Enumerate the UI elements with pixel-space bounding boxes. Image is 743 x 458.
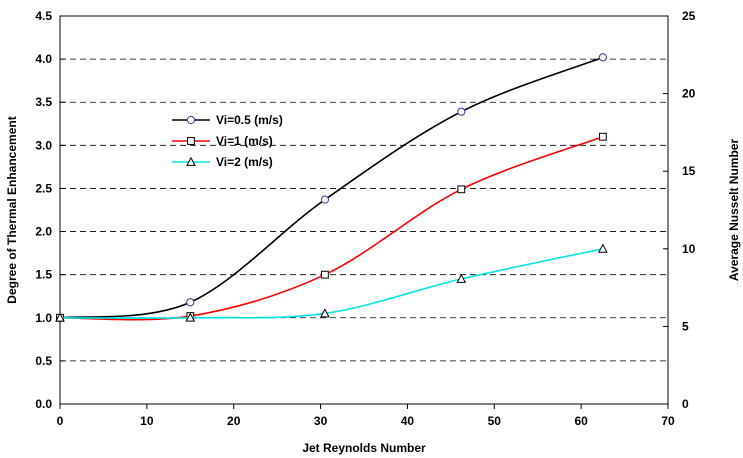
series-1 xyxy=(55,53,607,322)
data-point xyxy=(457,185,466,194)
y2-tick-label: 25 xyxy=(682,9,696,23)
legend: Vi=0.5 (m/s) Vi=1 (m/s) Vi=2 (m/s) xyxy=(172,113,283,169)
legend-label: Vi=1 (m/s) xyxy=(216,134,273,148)
x-tick-label: 60 xyxy=(574,414,588,428)
data-point xyxy=(320,195,330,204)
legend-item: Vi=2 (m/s) xyxy=(172,155,273,169)
y-tick-label: 4.5 xyxy=(35,9,52,23)
series-line xyxy=(59,56,604,319)
y-tick-label: 0.0 xyxy=(35,397,52,411)
plot-area xyxy=(59,15,669,405)
x-tick-label: 40 xyxy=(401,414,415,428)
data-point xyxy=(186,156,196,166)
y2-tick-label: 0 xyxy=(682,397,689,411)
y-tick-label: 1.5 xyxy=(35,268,52,282)
series-3 xyxy=(55,243,608,322)
series-line xyxy=(59,135,604,321)
data-point xyxy=(598,53,607,62)
x-tick-label: 30 xyxy=(314,414,328,428)
y-tick-label: 4.0 xyxy=(35,52,52,66)
x-tick-label: 10 xyxy=(140,414,154,428)
series-2 xyxy=(56,132,607,322)
data-point xyxy=(598,243,608,253)
y-tick-label: 1.0 xyxy=(35,311,52,325)
legend-item: Vi=1 (m/s) xyxy=(172,134,273,148)
data-point xyxy=(320,308,330,318)
y-tick-label: 2.0 xyxy=(35,225,52,239)
axes: 0.0 0.5 1.0 1.5 2.0 2.5 3.0 3.5 4.0 4.5 0 5 10 15 20 25… xyxy=(35,9,695,428)
y2-tick-label: 10 xyxy=(682,242,696,256)
y2-tick-label: 15 xyxy=(682,164,696,178)
data-point xyxy=(321,270,329,279)
y2-tick-label: 20 xyxy=(682,87,696,101)
data-point xyxy=(456,273,467,283)
data-point xyxy=(457,107,466,116)
legend-label: Vi=0.5 (m/s) xyxy=(216,113,283,127)
x-tick-label: 0 xyxy=(57,414,64,428)
y-tick-label: 3.0 xyxy=(35,138,52,152)
y-tick-label: 3.5 xyxy=(35,95,52,109)
data-point xyxy=(186,115,196,125)
grid xyxy=(60,58,668,362)
x-tick-label: 70 xyxy=(661,414,675,428)
x-axis-title: Jet Reynolds Number xyxy=(302,441,426,455)
data-point xyxy=(55,312,65,322)
x-tick-label: 20 xyxy=(227,414,241,428)
series xyxy=(55,53,608,322)
y-tick-label: 0.5 xyxy=(35,354,52,368)
y2-axis-title: Average Nusselt Number xyxy=(727,139,741,282)
legend-item: Vi=0.5 (m/s) xyxy=(172,113,283,127)
y-tick-label: 2.5 xyxy=(35,181,52,195)
legend-label: Vi=2 (m/s) xyxy=(216,155,273,169)
series-line xyxy=(59,248,604,319)
data-point xyxy=(185,312,196,322)
y-axis-title: Degree of Thermal Enhancement xyxy=(5,116,19,303)
y2-tick-label: 5 xyxy=(682,319,689,333)
x-tick-label: 50 xyxy=(488,414,502,428)
data-point xyxy=(186,298,195,307)
data-point xyxy=(187,137,195,145)
data-point xyxy=(598,132,607,141)
